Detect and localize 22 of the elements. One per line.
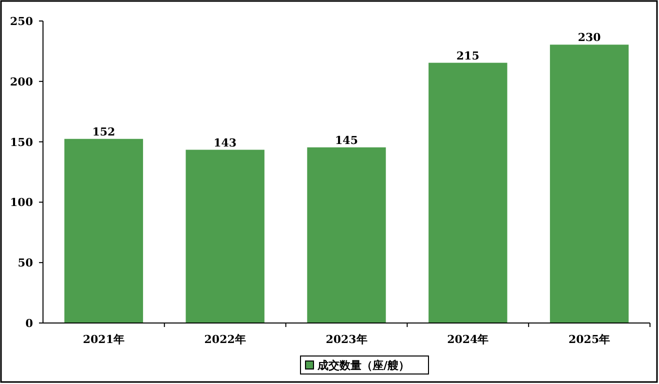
- bar: [307, 147, 386, 324]
- x-tick-label: 2023年: [326, 333, 368, 346]
- bar: [428, 62, 508, 324]
- x-tick-label: 2024年: [447, 333, 489, 346]
- y-tick-label: 200: [10, 75, 34, 88]
- y-tick-label: 50: [18, 256, 34, 270]
- data-label: 145: [335, 134, 358, 147]
- data-label: 152: [92, 125, 116, 138]
- data-label: 143: [214, 136, 237, 150]
- data-label: 215: [456, 49, 480, 62]
- bar: [64, 138, 144, 324]
- x-tick-label: 2025年: [568, 333, 610, 346]
- x-tick-label: 2021年: [82, 333, 125, 346]
- data-label: 230: [578, 31, 602, 44]
- y-tick-label: 100: [10, 196, 34, 210]
- y-tick-label: 0: [25, 317, 34, 330]
- x-tick-label: 2022年: [204, 333, 246, 346]
- y-tick-label: 150: [10, 136, 34, 149]
- y-tick-label: 250: [10, 15, 34, 28]
- bar: [186, 150, 264, 324]
- bar: [550, 44, 629, 324]
- legend-label: 成交数量（座/艘）: [316, 359, 410, 372]
